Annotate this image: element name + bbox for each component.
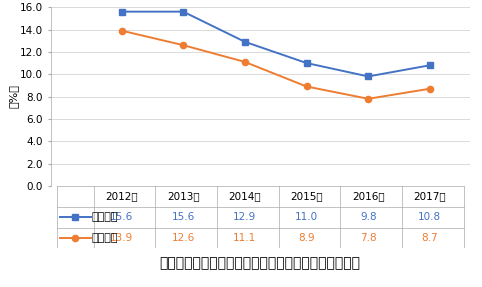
Text: 8.9: 8.9 <box>298 233 315 243</box>
Text: 2014年: 2014年 <box>228 191 261 201</box>
Text: 7.8: 7.8 <box>360 233 376 243</box>
Text: 全省农村: 全省农村 <box>92 233 119 243</box>
Text: 12.9: 12.9 <box>233 212 256 222</box>
Text: 12.6: 12.6 <box>172 233 195 243</box>
Text: 2012年: 2012年 <box>105 191 138 201</box>
Text: 2017年: 2017年 <box>414 191 446 201</box>
Text: 11.1: 11.1 <box>233 233 256 243</box>
Text: 11.0: 11.0 <box>295 212 318 222</box>
Text: 15.6: 15.6 <box>110 212 133 222</box>
Text: 2013年: 2013年 <box>167 191 200 201</box>
Text: 9.8: 9.8 <box>360 212 376 222</box>
Text: 13.9: 13.9 <box>110 233 133 243</box>
Text: 贫困地区: 贫困地区 <box>92 212 119 222</box>
Text: 8.7: 8.7 <box>422 233 438 243</box>
Y-axis label: （%）: （%） <box>9 85 18 108</box>
Text: 2016年: 2016年 <box>352 191 385 201</box>
Text: 图１：河南贫困地区与全省农村居民收入增幅变化情况: 图１：河南贫困地区与全省农村居民收入增幅变化情况 <box>160 256 361 270</box>
Text: 15.6: 15.6 <box>172 212 195 222</box>
Text: 2015年: 2015年 <box>290 191 323 201</box>
Text: 10.8: 10.8 <box>418 212 442 222</box>
